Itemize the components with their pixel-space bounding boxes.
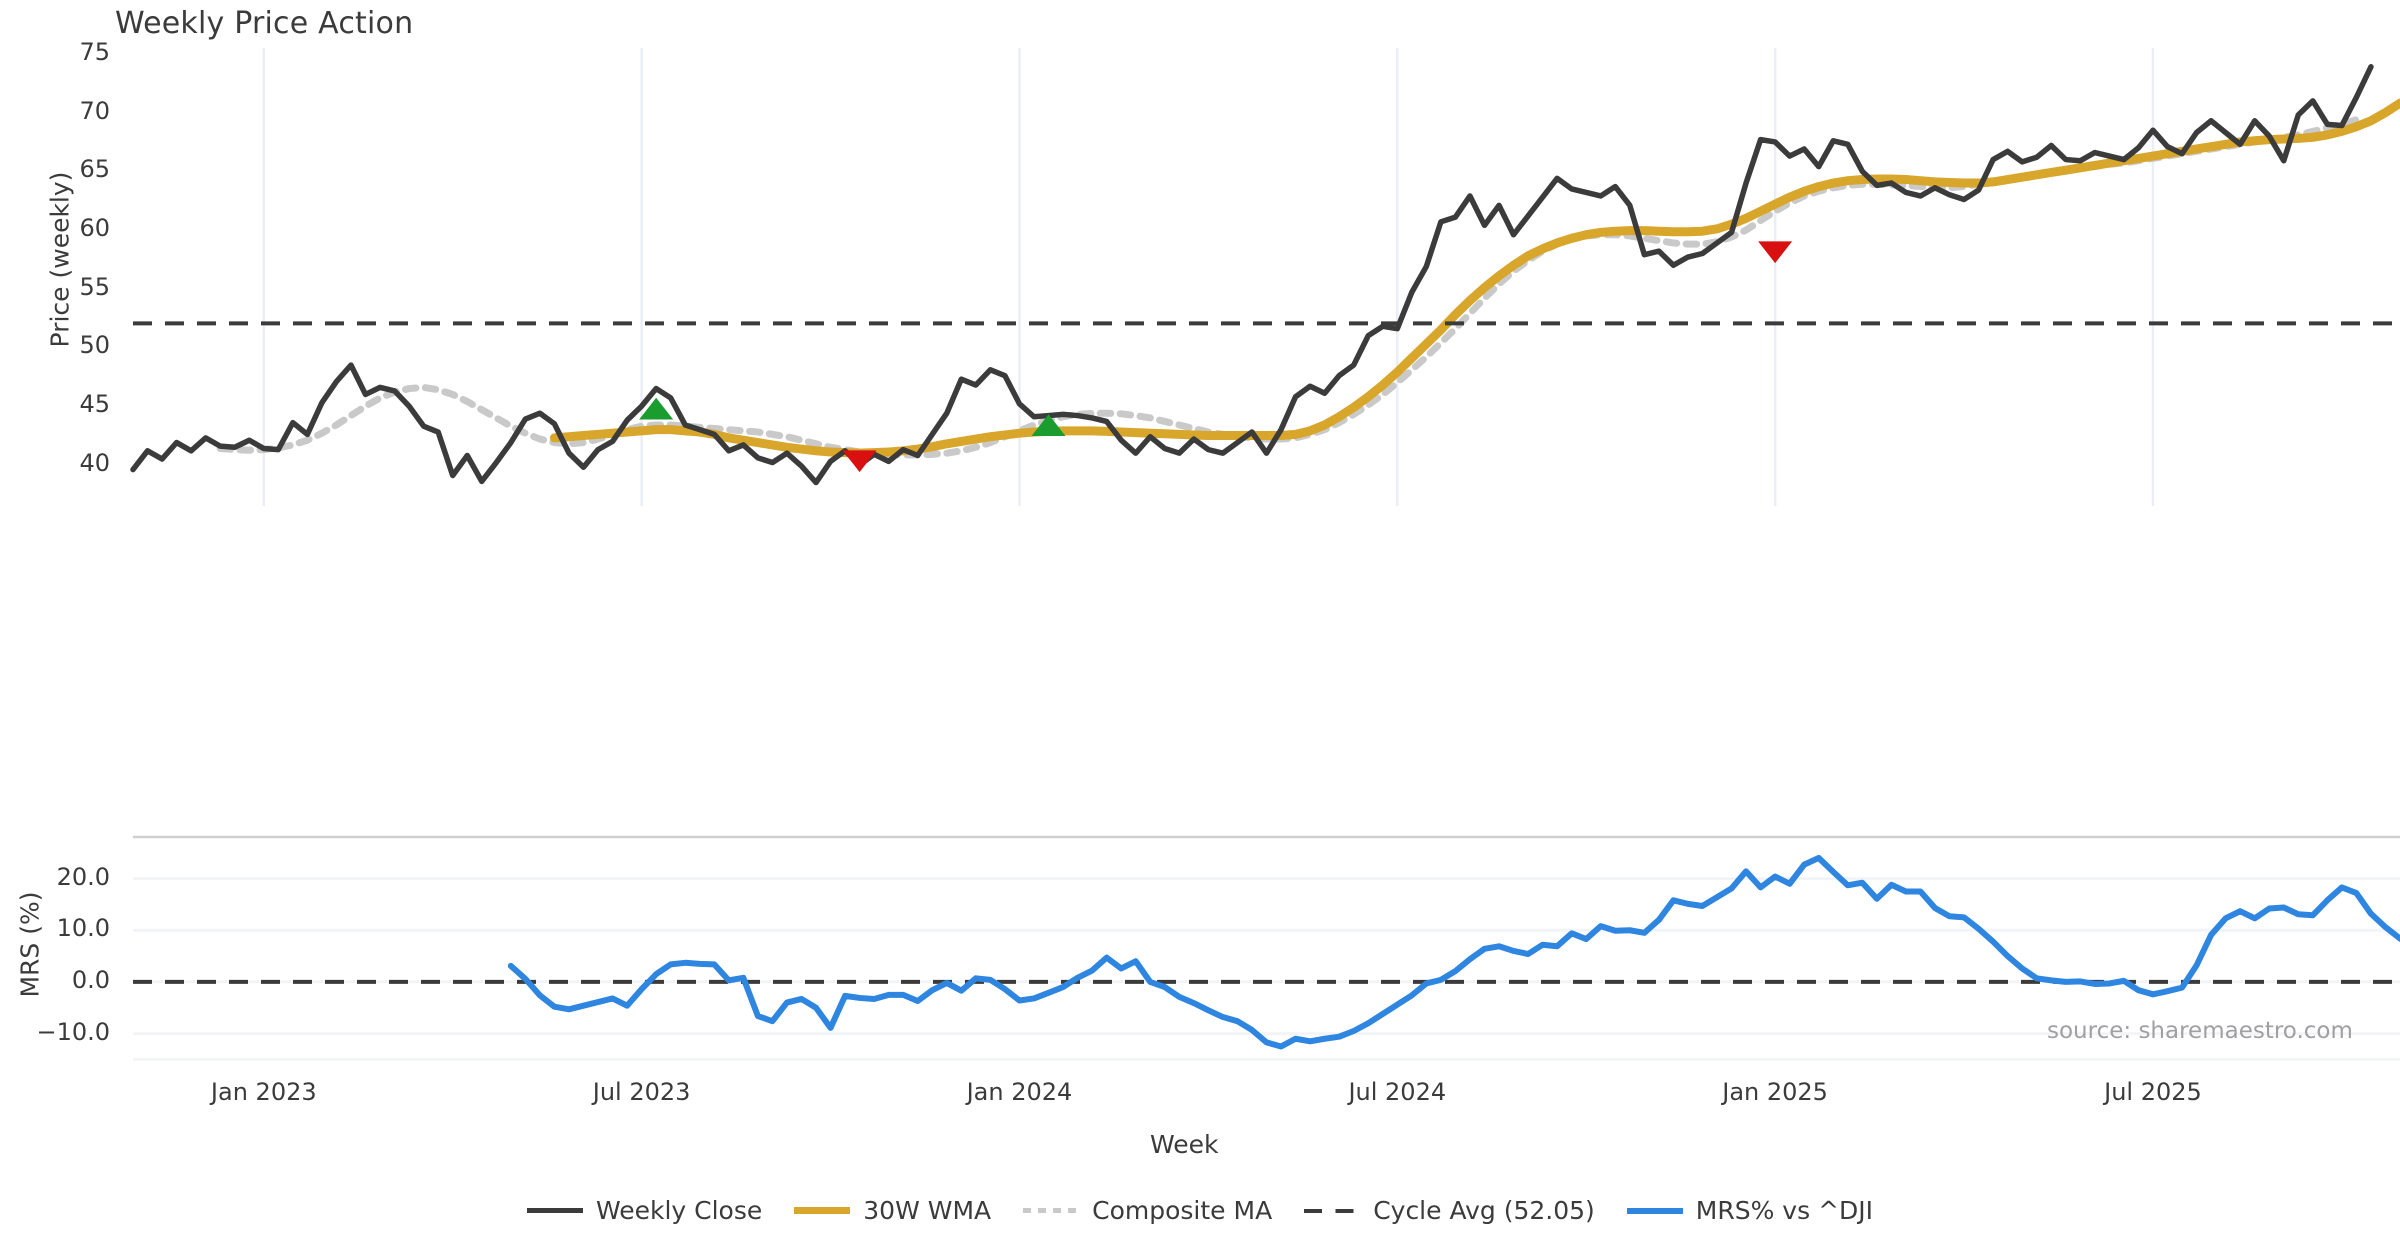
legend-label: 30W WMA: [863, 1196, 992, 1225]
mrs-y-tick-2: 10.0: [56, 914, 110, 943]
legend-label: Weekly Close: [595, 1196, 763, 1225]
x-tick-jul-2024: Jul 2024: [1348, 1078, 1447, 1106]
legend-item-30w-wma[interactable]: 30W WMA: [794, 1196, 991, 1225]
signal-marker-sell-3: [1758, 241, 1793, 264]
legend-swatch-icon: [794, 1202, 851, 1220]
legend-item-composite-ma[interactable]: Composite MA: [1023, 1196, 1272, 1225]
x-tick-jul-2025: Jul 2025: [2104, 1078, 2202, 1106]
legend-swatch-icon: [526, 1202, 583, 1220]
price-y-tick-60: 60: [79, 214, 110, 243]
x-tick-jul-2023: Jul 2023: [592, 1078, 691, 1106]
x-tick-jan-2025: Jan 2025: [1722, 1078, 1828, 1106]
x-tick-jan-2023: Jan 2023: [210, 1078, 317, 1106]
legend-item-weekly-close[interactable]: Weekly Close: [526, 1196, 763, 1225]
price-y-tick-70: 70: [79, 96, 110, 125]
legend-label: Composite MA: [1092, 1196, 1273, 1225]
mrs-y-tick-3: 20.0: [56, 862, 110, 891]
price-y-tick-65: 65: [79, 155, 110, 184]
price-y-tick-45: 45: [79, 390, 110, 419]
price-series-weekly-close: [130, 64, 2374, 486]
price-y-tick-75: 75: [79, 37, 110, 66]
price-series-composite-ma: [216, 116, 2360, 459]
mrs-y-tick-1: 0.0: [71, 965, 110, 994]
signal-marker-buy-2: [1031, 414, 1066, 436]
price-y-tick-50: 50: [79, 331, 110, 360]
mrs-series-line: [507, 854, 2400, 1050]
x-axis-label: Week: [1150, 1130, 1219, 1159]
legend-swatch-icon: [1023, 1202, 1080, 1220]
chart-legend: Weekly Close 30W WMA Composite MA Cycle Avg…: [0, 1196, 2400, 1225]
legend-label: Cycle Avg (52.05): [1373, 1196, 1595, 1225]
price-y-tick-55: 55: [79, 272, 110, 301]
source-watermark: source: sharemaestro.com: [2047, 1018, 2353, 1044]
x-tick-jan-2024: Jan 2024: [966, 1078, 1073, 1106]
legend-item-mrs-vs-dji[interactable]: MRS% vs ^DJI: [1626, 1196, 1874, 1225]
mrs-y-tick-0: −10.0: [36, 1017, 110, 1046]
legend-swatch-icon: [1304, 1202, 1361, 1220]
legend-label: MRS% vs ^DJI: [1695, 1196, 1874, 1225]
legend-item-cycle-avg-52-05[interactable]: Cycle Avg (52.05): [1304, 1196, 1595, 1225]
price-y-tick-40: 40: [79, 448, 110, 477]
signal-marker-sell-1: [842, 450, 877, 473]
legend-swatch-icon: [1626, 1202, 1683, 1220]
page-title: Weekly Price Action: [115, 6, 414, 41]
signal-marker-buy-0: [639, 397, 674, 420]
price-series-30w-wma: [549, 98, 2400, 458]
